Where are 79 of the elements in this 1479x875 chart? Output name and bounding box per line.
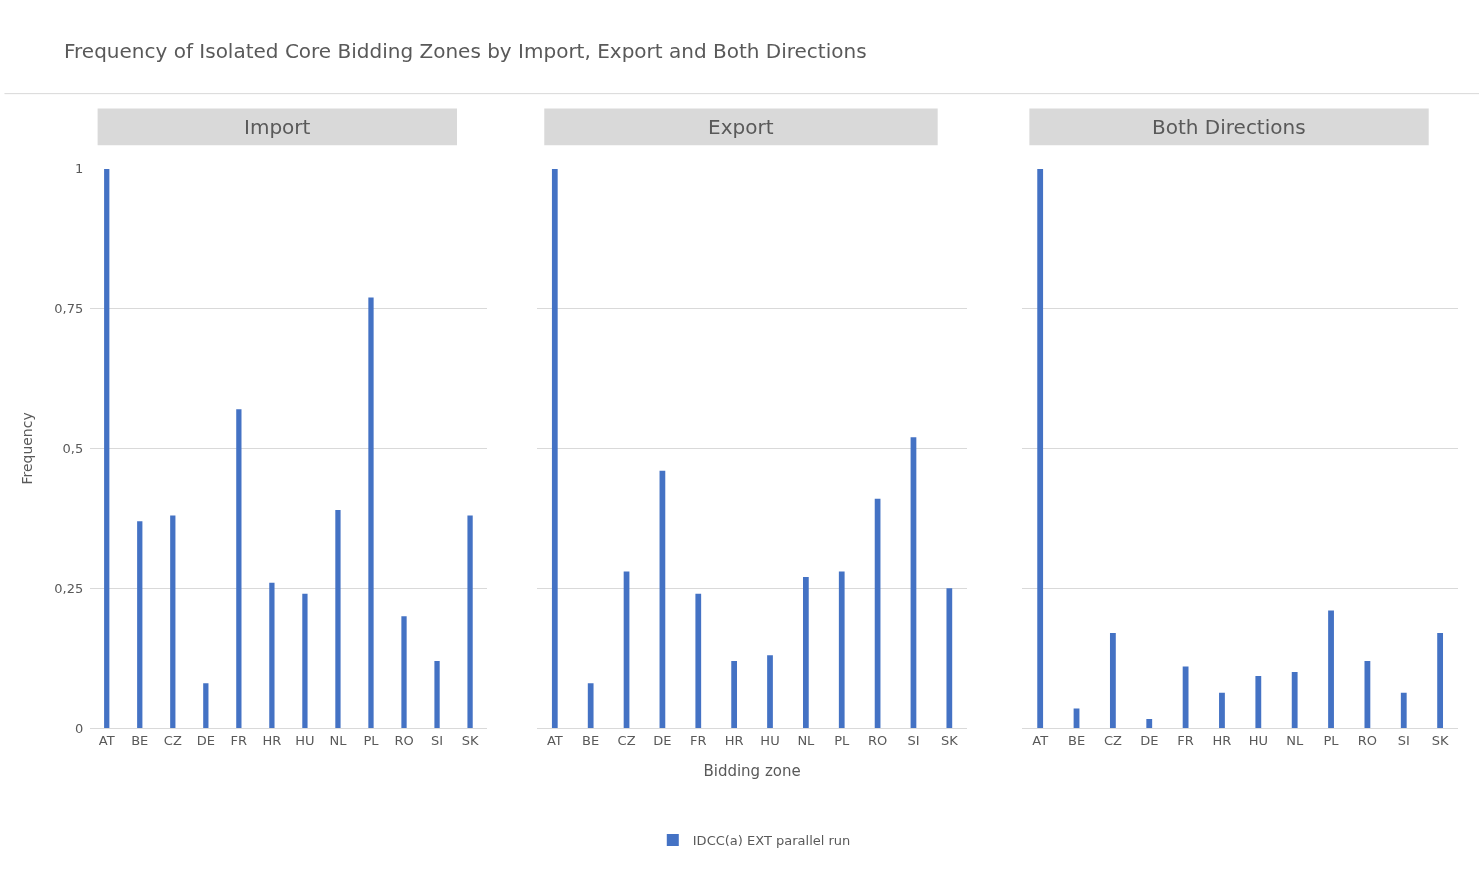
bar [1219, 692, 1225, 728]
bar [335, 509, 341, 728]
x-tick-label: NL [797, 732, 816, 748]
bar [1146, 719, 1153, 728]
y-tick-label: 0 [74, 720, 84, 736]
chart-title: Export [708, 115, 774, 139]
bar [946, 588, 953, 728]
bar [368, 297, 374, 728]
bar [1291, 672, 1298, 728]
x-tick-label: FR [1177, 732, 1194, 748]
y-tick-label: 1 [74, 161, 84, 177]
x-tick-label: PL [1323, 732, 1340, 748]
x-tick-label: HU [1248, 732, 1268, 748]
x-tick-label: HU [760, 732, 780, 748]
bar [838, 571, 845, 728]
x-tick-label: DE [196, 732, 215, 748]
x-tick-label: HR [262, 732, 282, 748]
bar [695, 593, 702, 728]
bar [1437, 632, 1444, 728]
bar [137, 521, 143, 728]
x-tick-label: SI [431, 732, 444, 748]
bar [803, 577, 809, 728]
bar [104, 168, 110, 728]
bar [587, 683, 594, 728]
x-tick-label: NL [329, 732, 348, 748]
x-tick-label: DE [1140, 732, 1159, 748]
y-tick-label: 0,25 [54, 580, 84, 596]
bar [434, 660, 440, 728]
x-tick-label: PL [363, 732, 380, 748]
bar [1328, 610, 1334, 728]
bar [170, 515, 176, 728]
chart-title: Import [244, 115, 311, 139]
x-tick-label: BE [582, 732, 600, 748]
bar [1364, 660, 1371, 728]
bar [1182, 666, 1189, 728]
bar [269, 582, 275, 728]
x-tick-label: RO [867, 732, 888, 748]
x-axis-title: Bidding zone [703, 761, 801, 780]
bar [236, 409, 242, 728]
x-tick-label: DE [653, 732, 672, 748]
bar [1109, 632, 1116, 728]
bar [1400, 692, 1407, 728]
x-tick-label: FR [230, 732, 248, 748]
chart-title: Both Directions [1152, 115, 1306, 139]
bar [302, 593, 308, 728]
x-tick-label: RO [394, 732, 414, 748]
x-tick-label: SK [1431, 732, 1449, 748]
y-axis-title: Frequency [18, 412, 35, 485]
text: Frequency of Isolated Core Bidding Zones by Import, Export and Both Directions [64, 39, 867, 63]
bar [731, 660, 738, 728]
x-tick-label: HR [724, 732, 744, 748]
y-tick-label: 0,75 [54, 301, 84, 317]
x-tick-label: SI [1397, 732, 1410, 748]
x-tick-label: CZ [1103, 732, 1122, 748]
x-tick-label: SK [461, 732, 479, 748]
x-tick-label: HR [1212, 732, 1232, 748]
bar [401, 616, 407, 728]
x-tick-label: AT [546, 732, 563, 748]
legend-label: IDCC(a) EXT parallel run [692, 833, 851, 849]
bar [1255, 676, 1262, 728]
bar [203, 683, 209, 728]
bar [1037, 168, 1044, 728]
bar [551, 168, 558, 728]
x-tick-label: RO [1357, 732, 1378, 748]
x-tick-label: SK [940, 732, 959, 748]
x-tick-label: CZ [163, 732, 182, 748]
x-tick-label: FR [690, 732, 707, 748]
x-tick-label: NL [1286, 732, 1304, 748]
x-tick-label: HU [295, 732, 315, 748]
x-tick-label: BE [1067, 732, 1086, 748]
x-tick-label: SI [907, 732, 920, 748]
x-tick-label: BE [131, 732, 149, 748]
bar [767, 655, 773, 728]
x-tick-label: PL [834, 732, 851, 748]
x-tick-label: AT [1032, 732, 1049, 748]
bar [467, 515, 473, 728]
x-tick-label: CZ [617, 732, 636, 748]
x-tick-label: AT [98, 732, 115, 748]
y-tick-label: 0,5 [62, 440, 84, 456]
